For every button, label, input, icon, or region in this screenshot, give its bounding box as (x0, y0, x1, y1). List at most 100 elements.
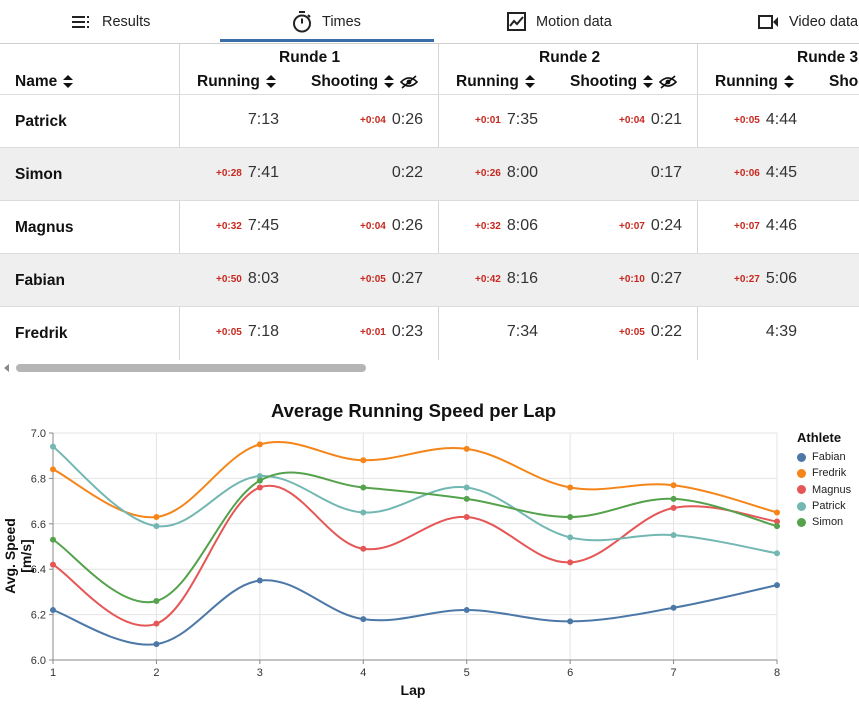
y-tick-label: 6.4 (31, 564, 46, 576)
data-point-fredrik (256, 441, 263, 448)
eye-off-icon[interactable] (659, 75, 678, 89)
header-label: Name (15, 73, 58, 90)
tab-video-data[interactable]: Video data (758, 0, 858, 43)
tab-times[interactable]: Times (292, 0, 361, 43)
time-value: 7:18 (247, 323, 279, 340)
active-tab-indicator (220, 39, 434, 42)
data-point-magnus (50, 561, 56, 568)
time-difference: +0:07 (619, 221, 645, 232)
sort-icon[interactable] (265, 75, 276, 89)
legend-item[interactable]: Fredrik (797, 465, 851, 481)
name-column-header[interactable]: Name (15, 73, 74, 91)
legend-item[interactable]: Magnus (797, 482, 851, 498)
data-point-fredrik (463, 445, 470, 452)
time-cell: +0:04 0:26 (360, 217, 423, 235)
r1-running-header[interactable]: Running (197, 73, 276, 91)
scrollbar-thumb[interactable] (16, 364, 366, 372)
athlete-name: Patrick (15, 113, 67, 130)
series-line-magnus (52, 484, 778, 627)
tab-results[interactable]: Results (72, 0, 150, 43)
header-label: Running (456, 73, 519, 90)
data-point-simon (670, 495, 677, 502)
time-cell: +0:42 8:16 (475, 270, 538, 288)
tab-label: Motion data (536, 13, 612, 30)
data-point-simon (50, 536, 56, 543)
table-row[interactable]: Fredrik +0:05 7:18 +0:01 0:23 7:34 +0:05 0:22 4:… (0, 307, 859, 360)
data-point-simon (360, 484, 367, 491)
sort-icon[interactable] (643, 75, 654, 89)
r2-running-header[interactable]: Running (456, 73, 535, 91)
legend-item[interactable]: Fabian (797, 449, 851, 465)
time-value: 0:22 (650, 323, 682, 340)
time-difference: +0:04 (360, 221, 386, 232)
y-tick-label: 6.6 (31, 519, 46, 531)
time-difference: +0:05 (216, 327, 242, 338)
time-cell: +0:05 0:27 (360, 270, 423, 288)
legend-item[interactable]: Simon (797, 514, 851, 530)
time-difference: +0:01 (475, 115, 501, 126)
y-axis-title: Avg. Speed [m/s] (2, 518, 34, 594)
time-value: 7:35 (506, 111, 538, 128)
legend-item[interactable]: Patrick (797, 498, 851, 514)
video-icon (758, 14, 778, 29)
column-divider (179, 44, 180, 360)
time-cell: +0:07 0:24 (619, 217, 682, 235)
time-value: 7:45 (247, 217, 279, 234)
table-row[interactable]: Fabian +0:50 8:03 +0:05 0:27 +0:42 8:16 +0:10 0:… (0, 254, 859, 307)
header-divider (0, 94, 859, 95)
data-point-patrick (256, 473, 263, 480)
data-point-simon (256, 477, 263, 484)
eye-off-icon[interactable] (400, 75, 419, 89)
table-row[interactable]: Magnus +0:32 7:45 +0:04 0:26 +0:32 8:06 +0:07 0:… (0, 201, 859, 254)
x-tick-label: 3 (257, 667, 263, 679)
sort-icon[interactable] (63, 75, 74, 89)
sort-icon[interactable] (384, 75, 395, 89)
sort-icon[interactable] (524, 75, 535, 89)
data-point-fabian (360, 616, 367, 623)
data-point-fredrik (670, 482, 677, 489)
data-point-patrick (360, 509, 367, 516)
row-divider (0, 200, 859, 201)
x-tick-label: 7 (671, 667, 677, 679)
data-point-fredrik (50, 466, 56, 473)
time-value: 4:46 (765, 217, 797, 234)
time-cell: +0:50 8:03 (216, 270, 279, 288)
tab-motion-data[interactable]: Motion data (507, 0, 612, 43)
legend-label: Simon (812, 516, 844, 529)
time-cell: +0:10 0:27 (619, 270, 682, 288)
data-point-magnus (567, 559, 574, 566)
legend-swatch (797, 485, 806, 495)
time-cell: 7:34 (507, 323, 538, 341)
time-value: 4:39 (765, 323, 797, 340)
y-tick-label: 6.8 (31, 473, 46, 485)
time-difference: +0:07 (734, 221, 760, 232)
time-difference: +0:01 (360, 327, 386, 338)
time-cell: 0:22 (392, 164, 423, 182)
line-chart-icon (507, 12, 526, 31)
time-value: 8:16 (506, 270, 538, 287)
data-point-fabian (50, 607, 56, 614)
time-cell: +0:32 7:45 (216, 217, 279, 235)
r1-shooting-header[interactable]: Shooting (311, 73, 419, 91)
r2-shooting-header[interactable]: Shooting (570, 73, 678, 91)
y-tick-label: 7.0 (31, 428, 46, 440)
legend-swatch (797, 517, 806, 527)
r3-shooting-header[interactable]: Shoo (829, 73, 859, 90)
time-cell: +0:04 0:26 (360, 111, 423, 129)
table-row[interactable]: Simon +0:28 7:41 0:22 +0:26 8:00 0:17 +0:06 4:45 (0, 148, 859, 201)
table-row[interactable]: Patrick 7:13 +0:04 0:26 +0:01 7:35 +0:04 0:21 +0… (0, 95, 859, 148)
data-point-magnus (463, 513, 470, 520)
scroll-left-icon[interactable] (4, 364, 9, 372)
chart-plot: 6.0 6.2 6.4 6.6 6.8 7.0 1 2 3 4 5 6 7 8 (31, 428, 780, 679)
time-value: 7:34 (506, 323, 538, 340)
row-divider (0, 147, 859, 148)
column-divider (697, 44, 698, 360)
r3-running-header[interactable]: Running (715, 73, 794, 91)
athlete-name: Fabian (15, 272, 65, 289)
time-difference: +0:28 (216, 168, 242, 179)
time-cell: +0:05 0:22 (619, 323, 682, 341)
data-point-simon (153, 597, 160, 604)
data-point-magnus (774, 518, 780, 525)
data-point-simon (463, 495, 470, 502)
sort-icon[interactable] (783, 75, 794, 89)
